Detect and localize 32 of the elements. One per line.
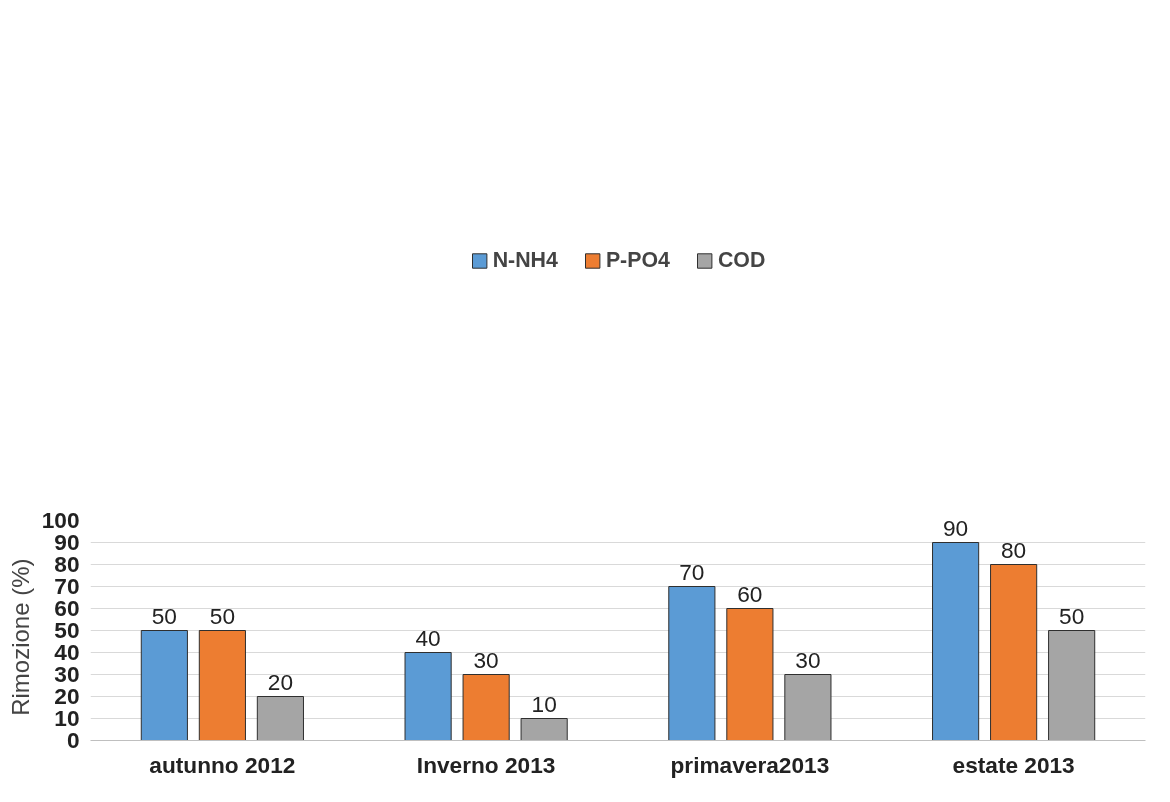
bar — [784, 674, 832, 741]
bar — [520, 718, 568, 741]
data-label: 60 — [737, 580, 763, 607]
legend-label: N-NH4 — [492, 247, 558, 273]
bar — [726, 608, 774, 741]
bar — [140, 630, 188, 741]
data-label: 30 — [795, 646, 821, 673]
bar — [256, 696, 304, 741]
x-tick-label: autunno 2012 — [149, 751, 296, 778]
bar — [668, 586, 716, 741]
bar — [932, 542, 980, 741]
legend-label: P-PO4 — [605, 247, 670, 273]
x-tick-label: primavera2013 — [670, 751, 830, 778]
bar — [1048, 630, 1096, 741]
data-label: 10 — [531, 690, 557, 717]
bar — [462, 674, 510, 741]
data-label: 20 — [267, 668, 293, 695]
data-label: 50 — [151, 602, 177, 629]
y-axis-title: Rimozione (%) — [6, 558, 34, 716]
data-label: 30 — [473, 646, 499, 673]
bar — [990, 564, 1038, 741]
data-label: 70 — [679, 558, 705, 585]
data-label: 50 — [1059, 602, 1085, 629]
bar — [198, 630, 246, 741]
legend-label: COD — [717, 247, 766, 273]
x-tick-label: Inverno 2013 — [416, 751, 556, 778]
bar — [404, 652, 452, 741]
data-label: 90 — [943, 514, 969, 541]
data-label: 50 — [209, 602, 235, 629]
x-tick-label: estate 2013 — [952, 751, 1075, 778]
data-label: 40 — [415, 624, 441, 651]
data-label: 80 — [1001, 536, 1027, 563]
